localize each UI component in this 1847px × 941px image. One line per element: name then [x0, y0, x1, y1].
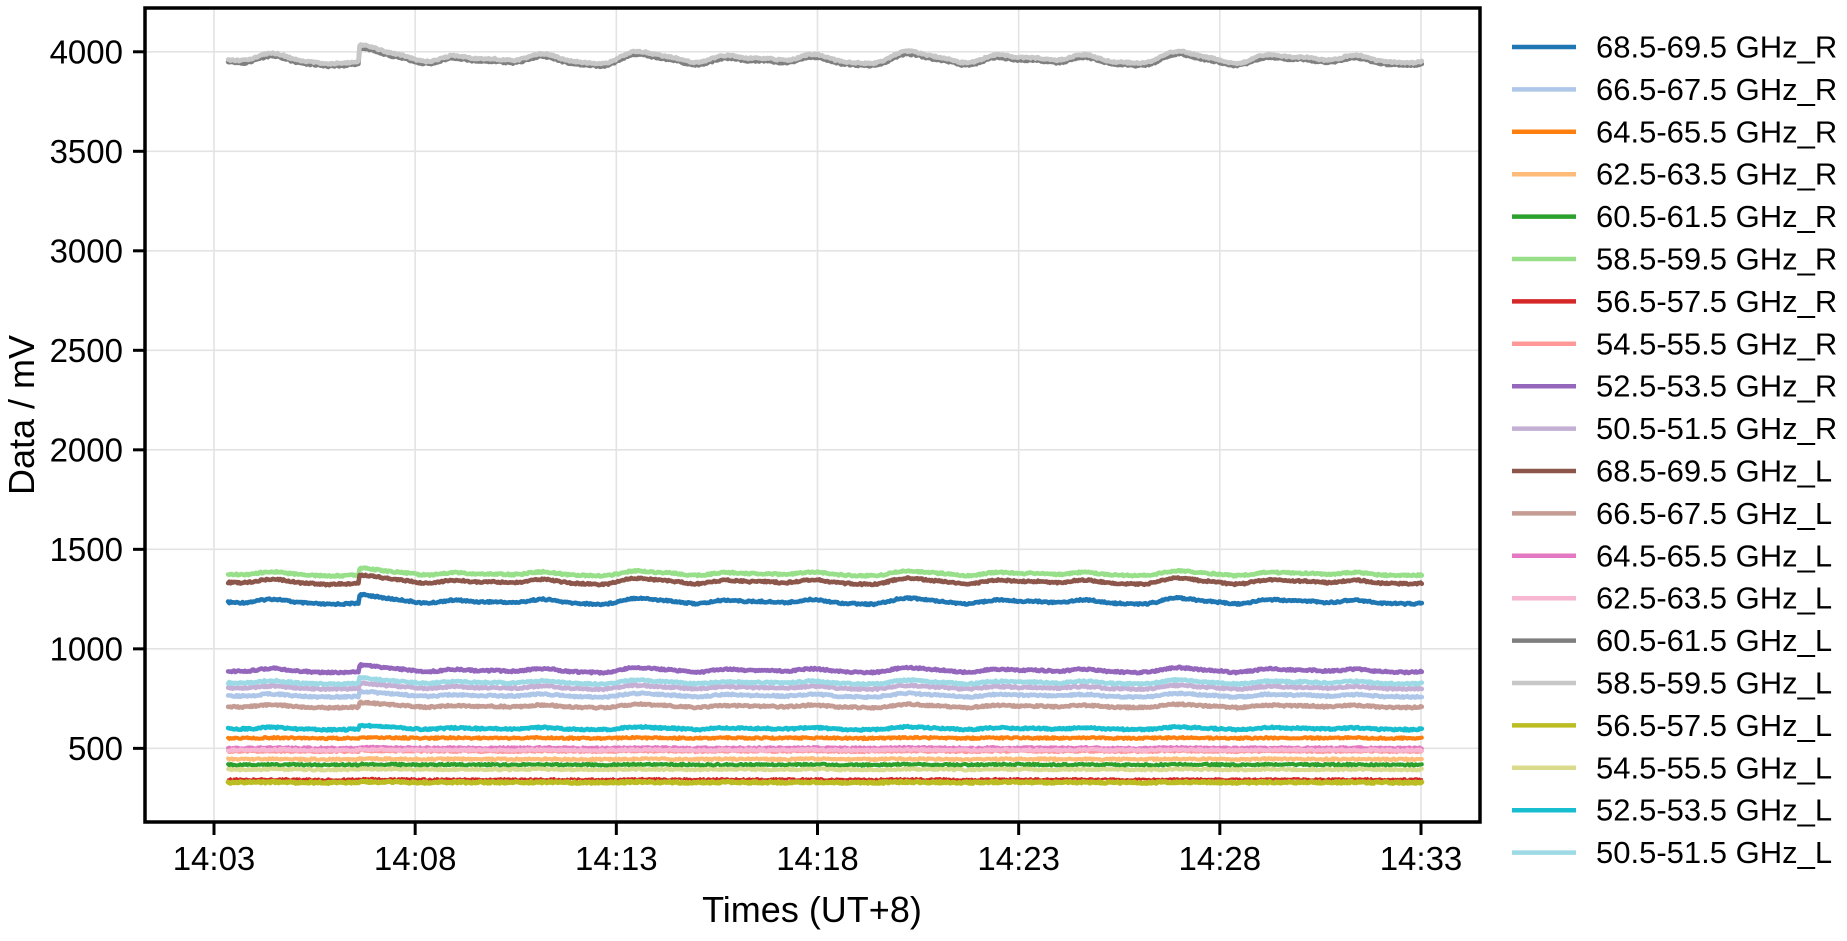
legend-entry: 52.5-53.5 GHz_L — [1512, 793, 1832, 828]
legend-entry: 62.5-63.5 GHz_L — [1512, 581, 1832, 616]
x-tick-label: 14:18 — [776, 840, 859, 877]
legend-label: 66.5-67.5 GHz_R — [1596, 72, 1837, 107]
series-line — [226, 776, 1424, 782]
legend-label: 60.5-61.5 GHz_L — [1596, 623, 1832, 658]
y-tick-label: 3500 — [50, 133, 123, 170]
y-tick-label: 1000 — [50, 630, 123, 667]
y-tick-label: 4000 — [50, 33, 123, 70]
series-line — [225, 572, 1425, 588]
x-axis-title: Times (UT+8) — [702, 889, 922, 930]
legend-entry: 64.5-65.5 GHz_R — [1512, 114, 1837, 149]
series-line — [225, 778, 1425, 786]
series-line — [226, 734, 1424, 742]
legend-label: 60.5-61.5 GHz_R — [1596, 199, 1837, 234]
series-line — [225, 565, 1425, 579]
series-line — [226, 755, 1424, 763]
x-tick-label: 14:33 — [1380, 840, 1463, 877]
x-tick-label: 14:03 — [173, 840, 256, 877]
y-tick-label: 3000 — [50, 232, 123, 269]
y-tick-label: 500 — [68, 730, 123, 767]
legend-entry: 54.5-55.5 GHz_L — [1512, 750, 1832, 785]
legend-label: 68.5-69.5 GHz_R — [1596, 30, 1837, 65]
legend: 68.5-69.5 GHz_R 66.5-67.5 GHz_R 64.5-65.5 … — [1512, 30, 1837, 870]
plot-border — [143, 6, 1482, 824]
legend-label: 58.5-59.5 GHz_R — [1596, 242, 1837, 277]
grid-layer — [145, 8, 1480, 822]
legend-entry: 62.5-63.5 GHz_R — [1512, 157, 1837, 192]
legend-entry: 68.5-69.5 GHz_L — [1512, 454, 1832, 489]
legend-entry: 64.5-65.5 GHz_L — [1512, 538, 1832, 573]
legend-entry: 52.5-53.5 GHz_R — [1512, 369, 1837, 404]
x-tick-label: 14:23 — [977, 840, 1060, 877]
axes-layer: 500 1000 1500 2000 2500 3000 3500 4000 14:03 14:0… — [50, 6, 1482, 877]
y-axis-title: Data / mV — [1, 335, 42, 495]
series-line — [225, 722, 1425, 733]
legend-label: 52.5-53.5 GHz_R — [1596, 369, 1837, 404]
legend-entry: 68.5-69.5 GHz_R — [1512, 30, 1837, 65]
legend-entry: 58.5-59.5 GHz_L — [1512, 666, 1832, 701]
y-tick-label: 2500 — [50, 332, 123, 369]
legend-entry: 60.5-61.5 GHz_R — [1512, 199, 1837, 234]
legend-label: 62.5-63.5 GHz_L — [1596, 581, 1832, 616]
legend-label: 64.5-65.5 GHz_L — [1596, 538, 1832, 573]
legend-entry: 56.5-57.5 GHz_R — [1512, 284, 1837, 319]
series-line — [226, 766, 1424, 773]
legend-entry: 50.5-51.5 GHz_L — [1512, 835, 1832, 870]
legend-label: 68.5-69.5 GHz_L — [1596, 454, 1832, 489]
legend-entry: 60.5-61.5 GHz_L — [1512, 623, 1832, 658]
legend-label: 52.5-53.5 GHz_L — [1596, 793, 1832, 828]
series-line — [225, 688, 1425, 701]
series-line — [225, 699, 1425, 711]
series-line — [225, 661, 1425, 676]
legend-entry: 66.5-67.5 GHz_R — [1512, 72, 1837, 107]
x-tick-label: 14:08 — [374, 840, 457, 877]
series-layer — [225, 42, 1425, 786]
series-line — [225, 680, 1425, 693]
legend-label: 54.5-55.5 GHz_L — [1596, 750, 1832, 785]
legend-label: 58.5-59.5 GHz_L — [1596, 666, 1832, 701]
series-line — [226, 744, 1424, 751]
legend-label: 56.5-57.5 GHz_R — [1596, 284, 1837, 319]
series-line — [226, 746, 1424, 753]
legend-entry: 58.5-59.5 GHz_R — [1512, 242, 1837, 277]
y-tick-label: 1500 — [50, 531, 123, 568]
y-tick-label: 2000 — [50, 431, 123, 468]
legend-label: 66.5-67.5 GHz_L — [1596, 496, 1832, 531]
legend-label: 54.5-55.5 GHz_R — [1596, 326, 1837, 361]
legend-label: 62.5-63.5 GHz_R — [1596, 157, 1837, 192]
legend-label: 64.5-65.5 GHz_R — [1596, 114, 1837, 149]
legend-label: 56.5-57.5 GHz_L — [1596, 708, 1832, 743]
legend-entry: 50.5-51.5 GHz_R — [1512, 411, 1837, 446]
legend-label: 50.5-51.5 GHz_R — [1596, 411, 1837, 446]
series-line — [225, 674, 1425, 688]
legend-entry: 54.5-55.5 GHz_R — [1512, 326, 1837, 361]
x-tick-label: 14:28 — [1179, 840, 1262, 877]
legend-entry: 56.5-57.5 GHz_L — [1512, 708, 1832, 743]
legend-entry: 66.5-67.5 GHz_L — [1512, 496, 1832, 531]
series-line — [225, 42, 1425, 67]
legend-label: 50.5-51.5 GHz_L — [1596, 835, 1832, 870]
series-line — [226, 761, 1424, 768]
series-line — [225, 591, 1425, 608]
x-tick-label: 14:13 — [575, 840, 658, 877]
